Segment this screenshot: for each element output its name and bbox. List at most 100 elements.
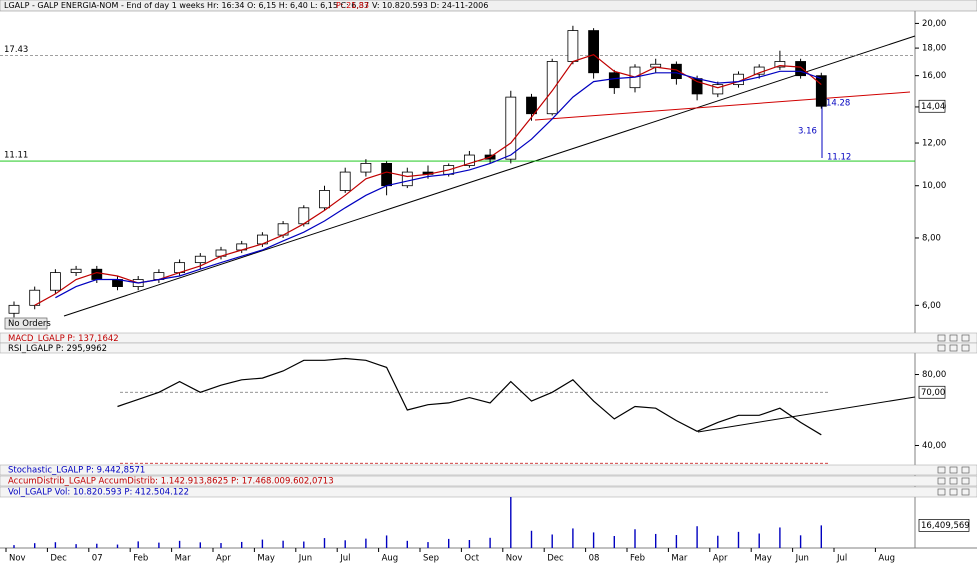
no-orders-button[interactable]: [4, 317, 48, 330]
volume-bar: [385, 535, 388, 548]
volume-bar: [634, 529, 636, 548]
x-tick-label: Jul: [339, 554, 350, 564]
volume-bar: [282, 540, 284, 548]
rsi-label: RSI_LGALP P: 295,9962: [8, 344, 107, 354]
x-tick-label: 07: [92, 554, 103, 564]
volume-bar: [220, 543, 222, 548]
x-tick-label: Aug: [382, 554, 399, 564]
x-tick-label: Sep: [423, 554, 439, 564]
volume-bar: [510, 497, 512, 548]
candle-body: [774, 61, 786, 68]
volume-bar: [717, 535, 719, 548]
y-tick-label: 20,00: [922, 19, 946, 29]
volume-bar: [96, 543, 98, 548]
candle-body: [319, 190, 330, 209]
x-tick-label: Apr: [216, 554, 231, 564]
volume-bar: [592, 532, 595, 548]
volume-bar: [116, 544, 119, 548]
value-box-label: 70,00: [921, 388, 945, 398]
x-tick-label: May: [754, 554, 772, 564]
x-tick-label: Feb: [133, 554, 148, 564]
y-tick-label: 8,00: [922, 233, 941, 243]
annotation: 14.28: [826, 99, 850, 109]
volume-bar: [303, 541, 305, 548]
volume-bar: [468, 540, 471, 548]
candle-body: [671, 63, 682, 80]
no-orders-label[interactable]: No Orders: [8, 319, 51, 329]
last-value-box: [918, 99, 946, 113]
moving-average: [34, 54, 822, 306]
x-tick-label: Mar: [671, 554, 688, 564]
y-tick-label: 80,00: [922, 370, 946, 380]
stochastic-label: Stochastic_LGALP P: 9.442,8571: [8, 466, 145, 476]
volume-bar: [799, 535, 802, 548]
volume-bar: [13, 545, 15, 548]
volume-bar: [199, 542, 201, 548]
volume-bar: [427, 542, 429, 548]
h-line-label: 17.43: [4, 45, 28, 55]
last-value-label: 14,04: [921, 102, 945, 112]
value-box: [918, 385, 946, 399]
volume-bar: [613, 536, 615, 548]
x-tick-label: Aug: [878, 554, 895, 564]
volume-bar: [178, 540, 181, 548]
annotation: 3.16: [798, 127, 817, 137]
y-tick-label: 12,00: [922, 139, 946, 149]
annotation: 11.12: [827, 153, 851, 163]
y-tick-label: 40,00: [922, 441, 946, 451]
candle-body: [401, 171, 413, 187]
volume-bar: [448, 538, 450, 548]
candle-body: [712, 84, 724, 95]
x-tick-label: 08: [589, 554, 600, 564]
candle-body: [339, 171, 351, 191]
macd-strip: [0, 332, 977, 344]
h-line-label: 11.11: [4, 151, 28, 161]
candle-body: [463, 154, 475, 166]
candle-body: [8, 304, 20, 314]
stochastic-strip: [0, 464, 977, 476]
x-tick-label: Apr: [713, 554, 728, 564]
y-tick-label: 6,00: [922, 301, 941, 311]
volume-bar: [365, 538, 367, 548]
volume-strip: [0, 486, 977, 498]
header-title: LGALP - GALP ENERGIA-NOM - End of day 1 …: [4, 1, 369, 10]
candle-body: [608, 72, 620, 89]
last-value-box: [918, 519, 970, 532]
accum-strip: [0, 475, 977, 487]
volume-label: Vol_LGALP Vol: 10.820.593 P: 412.504.122: [8, 488, 189, 498]
volume-bar: [137, 541, 139, 548]
candle-body: [50, 272, 61, 291]
header-tail: V: 10.820.593 D: 24-11-2006: [372, 1, 488, 10]
volume-bar: [655, 533, 657, 548]
x-tick-label: Dec: [547, 554, 564, 564]
x-tick-label: Jun: [298, 554, 312, 564]
y-tick-label: 16,00: [922, 71, 946, 81]
panel-controls[interactable]: [937, 334, 970, 496]
volume-bar: [675, 535, 678, 548]
volume-bar: [34, 543, 36, 548]
x-tick-label: Mar: [175, 554, 192, 564]
candle-body: [505, 96, 517, 160]
macd-label: MACD_LGALP P: 137,1642: [8, 334, 119, 344]
rsi-line: [117, 357, 822, 436]
x-tick-label: Nov: [9, 554, 26, 564]
trendline: [63, 35, 916, 317]
x-tick-label: Oct: [464, 554, 479, 564]
volume-bar: [261, 539, 264, 548]
header-price: P: 21,83: [336, 1, 369, 10]
candle-body: [567, 30, 579, 62]
x-tick-label: Nov: [506, 554, 523, 564]
volume-bar: [530, 530, 533, 548]
y-tick-label: 18,00: [922, 44, 946, 54]
volume-bar: [489, 537, 491, 548]
trendline: [534, 91, 911, 121]
volume-bar: [241, 541, 243, 548]
accum-label: AccumDistrib_LGALP AccumDistrib: 1.142.9…: [8, 477, 334, 487]
volume-bar: [572, 528, 574, 548]
x-tick-label: Jun: [795, 554, 809, 564]
candle-body: [546, 61, 558, 115]
volume-bar: [158, 542, 160, 548]
volume-bar: [758, 533, 760, 548]
candle-body: [29, 289, 41, 306]
